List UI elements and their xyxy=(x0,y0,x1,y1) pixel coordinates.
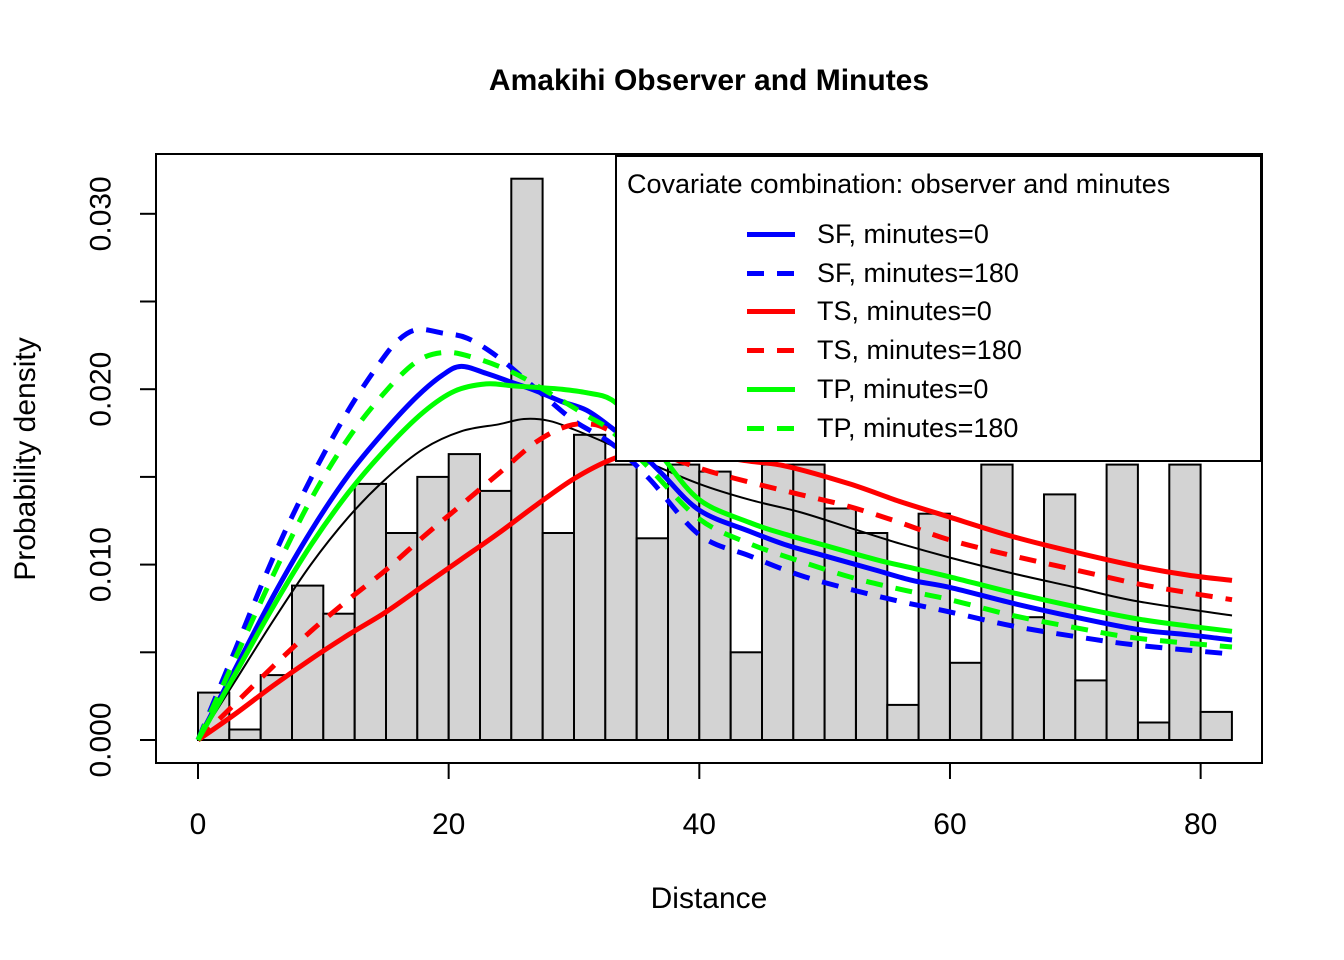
histogram-bar xyxy=(886,703,920,742)
histogram-bar xyxy=(604,463,638,741)
histogram-bar xyxy=(541,532,576,741)
legend-item: SF, minutes=0 xyxy=(617,215,1260,254)
histogram-bar xyxy=(792,463,826,741)
legend-title: Covariate combination: observer and minu… xyxy=(627,169,1171,199)
legend-line-sample-dashed-icon xyxy=(747,425,795,431)
legend-item-label: TP, minutes=180 xyxy=(817,412,1019,443)
legend-line-sample-dashed-icon xyxy=(747,348,795,354)
legend-items: SF, minutes=0 SF, minutes=180 TS, minute… xyxy=(617,215,1260,448)
legend-item: TP, minutes=0 xyxy=(617,370,1260,409)
histogram-bar xyxy=(1168,463,1202,741)
legend-item-label: SF, minutes=180 xyxy=(817,257,1019,288)
histogram-bar xyxy=(761,463,795,741)
legend-line-sample-solid-icon xyxy=(747,309,795,315)
y-axis-label: Probability density xyxy=(9,337,42,581)
legend-item: TP, minutes=180 xyxy=(617,409,1260,448)
legend-item: TS, minutes=0 xyxy=(617,293,1260,332)
histogram-bar xyxy=(698,470,732,741)
curve-sf-minutes-0 xyxy=(195,363,1233,742)
histogram-bar xyxy=(353,482,388,741)
legend-item: TS, minutes=180 xyxy=(617,331,1260,370)
legend-item-label: TS, minutes=180 xyxy=(817,335,1022,366)
histogram-bar xyxy=(917,512,951,742)
histogram-bar xyxy=(823,507,857,741)
legend-item-label: SF, minutes=0 xyxy=(817,218,989,249)
histogram-bar xyxy=(1137,721,1171,741)
x-tick-label: 0 xyxy=(190,808,207,841)
histogram-bar xyxy=(416,475,450,741)
legend-item-label: TP, minutes=0 xyxy=(817,374,989,405)
legend-box: Covariate combination: observer and minu… xyxy=(615,155,1262,462)
x-tick-label: 40 xyxy=(683,808,716,841)
histogram-bar xyxy=(573,433,607,741)
histogram-bar xyxy=(1105,463,1139,741)
y-tick-label: 0.000 xyxy=(85,702,118,777)
legend-line-sample-solid-icon xyxy=(747,387,795,393)
histogram-bar xyxy=(729,651,764,741)
x-axis-label: Distance xyxy=(650,882,768,915)
curve-average xyxy=(197,417,1233,741)
legend-line-sample-dashed-icon xyxy=(747,270,795,276)
histogram-bar xyxy=(949,661,983,741)
histogram-bar xyxy=(1074,679,1108,742)
curve-tp-minutes-180 xyxy=(195,349,1233,742)
histogram-bar xyxy=(385,532,419,741)
x-tick-label: 20 xyxy=(432,808,465,841)
y-tick-label: 0.010 xyxy=(85,527,118,602)
x-tick-label: 80 xyxy=(1184,808,1217,841)
legend-item: SF, minutes=180 xyxy=(617,254,1260,293)
histogram-bar xyxy=(228,728,262,741)
histogram-bar xyxy=(1199,710,1233,742)
curve-sf-minutes-180 xyxy=(195,326,1233,741)
chart-title: Amakihi Observer and Minutes xyxy=(488,64,930,97)
histogram-bar xyxy=(447,453,482,741)
legend-item-label: TS, minutes=0 xyxy=(817,296,992,327)
histogram-bar xyxy=(635,537,670,741)
histogram-bar xyxy=(1011,616,1045,742)
legend-line-sample-solid-icon xyxy=(747,231,795,237)
plot-border xyxy=(155,153,1263,764)
y-tick-label: 0.030 xyxy=(85,176,118,251)
y-tick-label: 0.020 xyxy=(85,352,118,427)
x-tick-label: 60 xyxy=(933,808,966,841)
